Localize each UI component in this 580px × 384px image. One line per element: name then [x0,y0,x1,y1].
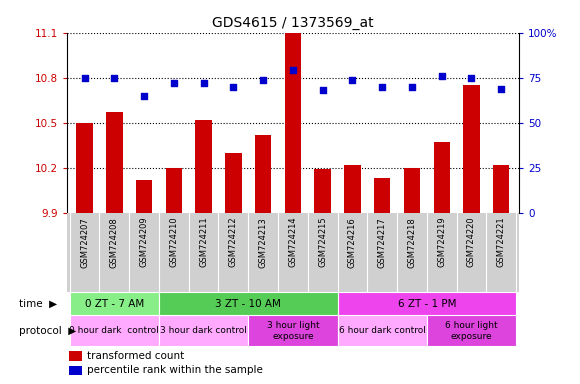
Point [318,87,327,93]
Text: 6 hour dark control: 6 hour dark control [339,326,426,335]
Bar [338,315,427,346]
Point [169,80,179,86]
Bar [159,292,338,315]
Text: GSM724217: GSM724217 [378,217,387,268]
Text: GSM724219: GSM724219 [437,217,446,267]
Text: GSM724221: GSM724221 [496,217,506,267]
Bar [195,120,212,213]
Text: GSM724213: GSM724213 [259,217,267,268]
Text: GSM724220: GSM724220 [467,217,476,267]
Point [437,73,447,79]
Bar [433,142,450,213]
Text: GSM724218: GSM724218 [408,217,416,268]
Bar [404,168,420,213]
Bar [70,292,159,315]
Point [139,93,148,99]
Bar [427,315,516,346]
Bar [106,112,122,213]
Bar [285,33,301,213]
Bar [159,315,248,346]
Point [288,68,298,74]
Bar [136,180,153,213]
Bar [69,351,82,361]
Point [467,74,476,81]
Point [259,76,268,83]
Text: GSM724210: GSM724210 [169,217,178,267]
Bar [77,123,93,213]
Text: time  ▶: time ▶ [19,298,57,309]
Text: GSM724212: GSM724212 [229,217,238,267]
Bar [374,178,390,213]
Bar [166,168,182,213]
Text: transformed count: transformed count [87,351,184,361]
Point [407,84,416,90]
Text: 3 hour light
exposure: 3 hour light exposure [267,321,319,341]
Point [110,74,119,81]
Text: GSM724207: GSM724207 [80,217,89,268]
Bar [248,315,338,346]
Text: protocol  ▶: protocol ▶ [19,326,77,336]
Point [378,84,387,90]
Point [348,76,357,83]
Bar [70,315,159,346]
Bar [314,169,331,213]
Point [496,86,506,92]
Bar [493,165,509,213]
Bar [463,85,480,213]
Text: GSM724216: GSM724216 [348,217,357,268]
Bar [255,135,271,213]
Text: GSM724214: GSM724214 [288,217,298,267]
Text: 6 ZT - 1 PM: 6 ZT - 1 PM [397,298,456,309]
Text: GSM724215: GSM724215 [318,217,327,267]
Text: 6 hour light
exposure: 6 hour light exposure [445,321,498,341]
Bar [345,165,361,213]
Point [229,84,238,90]
Text: percentile rank within the sample: percentile rank within the sample [87,365,263,375]
Text: 3 ZT - 10 AM: 3 ZT - 10 AM [215,298,281,309]
Text: 0 ZT - 7 AM: 0 ZT - 7 AM [85,298,144,309]
Point [80,74,89,81]
Point [199,80,208,86]
Text: GSM724208: GSM724208 [110,217,119,268]
Text: GSM724209: GSM724209 [140,217,148,267]
Title: GDS4615 / 1373569_at: GDS4615 / 1373569_at [212,16,374,30]
Bar [338,292,516,315]
Text: 3 hour dark control: 3 hour dark control [160,326,247,335]
Text: GSM724211: GSM724211 [199,217,208,267]
Bar [69,366,82,375]
Text: 0 hour dark  control: 0 hour dark control [70,326,159,335]
Bar [225,153,241,213]
